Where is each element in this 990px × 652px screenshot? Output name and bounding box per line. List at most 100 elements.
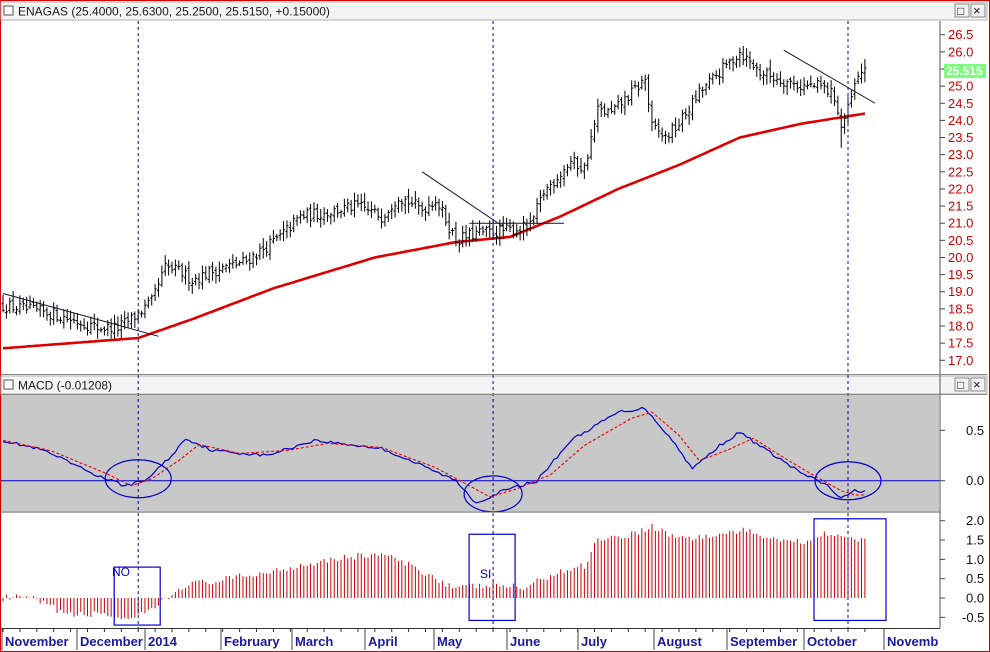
price-bar (183, 265, 188, 285)
price-bar (92, 313, 96, 331)
price-bar (390, 204, 394, 219)
price-bar (761, 70, 766, 86)
histogram-annotation-box (813, 518, 887, 622)
price-bar (778, 71, 782, 87)
price-tick-label: 19.0 (948, 284, 973, 299)
price-bar (356, 194, 360, 208)
price-bar (677, 118, 681, 132)
price-bar (187, 261, 191, 291)
price-close-button[interactable]: × (970, 3, 986, 18)
price-bar (400, 199, 404, 212)
price-bar (325, 209, 330, 222)
price-bar (163, 255, 167, 277)
price-bar (843, 113, 847, 134)
price-restore-button[interactable]: □ (954, 3, 970, 18)
price-bar (579, 157, 583, 174)
price-bar (508, 219, 512, 233)
annotation-label-no: NO (112, 565, 130, 579)
macd-annotation-ellipse (104, 459, 172, 499)
histogram-tick-label: -0.5 (962, 610, 984, 625)
price-bar (69, 310, 73, 330)
price-bar (153, 284, 157, 302)
price-bar (849, 89, 853, 108)
date-label: March (295, 634, 333, 649)
price-bar (748, 51, 752, 70)
date-label: July (581, 634, 608, 649)
date-axis-area (1, 628, 987, 650)
price-bar (292, 214, 296, 233)
price-bar (96, 317, 100, 339)
price-bar (82, 318, 86, 330)
macd-annotation-ellipse (814, 461, 882, 501)
price-bar (562, 165, 566, 187)
histogram-tick-label: 1.0 (966, 552, 984, 567)
price-bar (139, 310, 144, 318)
price-bar (332, 205, 336, 223)
price-tick-label: 22.0 (948, 181, 973, 196)
price-bar (167, 259, 171, 276)
price-bar (782, 79, 786, 94)
price-bar (559, 171, 563, 188)
price-bar (133, 311, 137, 328)
price-bar (41, 301, 46, 318)
price-bar (383, 213, 387, 227)
price-bar (525, 218, 529, 237)
price-bar (535, 198, 539, 224)
price-bar (724, 59, 728, 69)
price-bar (674, 117, 678, 138)
price-bar (346, 198, 350, 213)
price-bars (1, 45, 867, 339)
price-tick-label: 24.5 (948, 96, 973, 111)
price-bar (275, 234, 279, 242)
price-bar (4, 304, 8, 319)
price-bar (792, 75, 796, 91)
price-bar (48, 311, 52, 326)
price-bar (150, 294, 154, 306)
price-bar (173, 259, 177, 277)
price-bar (258, 243, 262, 260)
price-bar (799, 79, 803, 97)
price-bar (210, 262, 215, 281)
price-bar (231, 254, 235, 269)
price-bar (116, 316, 120, 337)
price-bar (281, 221, 286, 242)
price-bar (538, 189, 543, 213)
price-bar (244, 255, 248, 265)
price-bar (619, 97, 624, 114)
trendline (783, 49, 876, 104)
moving-average-line (2, 112, 866, 350)
price-bar (734, 55, 739, 68)
price-bar (657, 118, 661, 138)
macd-restore-button[interactable]: □ (954, 377, 970, 392)
price-bar (788, 77, 793, 89)
price-bar (768, 59, 772, 84)
price-bar (521, 215, 526, 241)
price-tick-label: 21.5 (948, 199, 973, 214)
price-bar (261, 238, 265, 259)
macd-title-icon (3, 379, 14, 390)
price-bar (336, 202, 340, 218)
price-bar (704, 83, 708, 96)
price-bar (832, 86, 837, 107)
price-bar (701, 86, 705, 98)
price-bar (765, 67, 769, 85)
price-bar (420, 201, 424, 217)
price-bar (856, 71, 860, 85)
price-bar (38, 300, 42, 317)
price-bar (366, 201, 370, 216)
price-bar (640, 75, 644, 90)
date-label: October (807, 634, 857, 649)
price-bar (8, 297, 12, 314)
price-bar (99, 327, 103, 333)
price-bar (582, 162, 586, 179)
price-bar (369, 201, 374, 219)
price-bar (349, 199, 353, 216)
close-icon: × (973, 377, 981, 392)
price-bar (805, 80, 810, 90)
price-tick-label: 17.5 (948, 336, 973, 351)
price-bar (190, 277, 194, 294)
date-label: December (80, 634, 143, 649)
macd-close-button[interactable]: × (970, 377, 986, 392)
price-bar (690, 94, 695, 121)
